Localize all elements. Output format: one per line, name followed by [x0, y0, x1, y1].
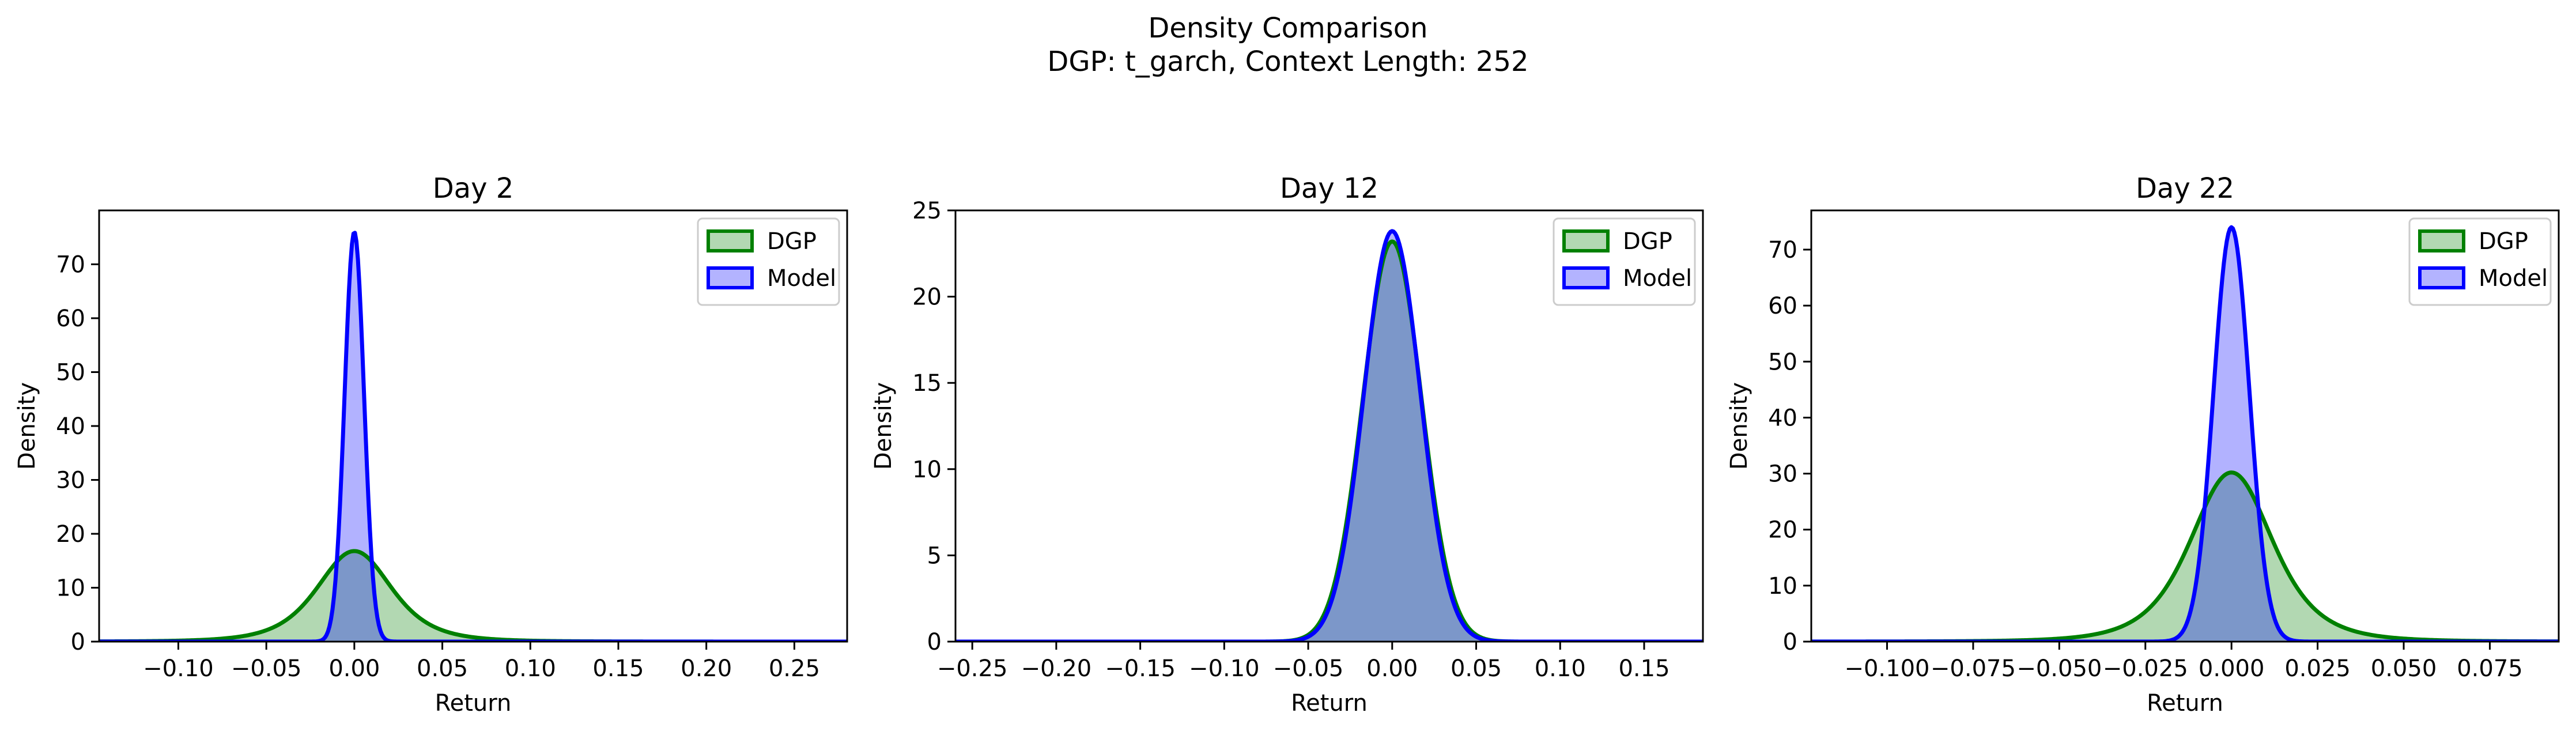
- x-tick-label: 0.10: [1535, 655, 1586, 682]
- y-tick-label: 30: [56, 468, 85, 494]
- y-tick-label: 0: [927, 629, 942, 655]
- y-tick-label: 20: [1768, 517, 1797, 544]
- x-tick-label: 0.050: [2371, 655, 2437, 682]
- legend-swatch-dgp: [707, 229, 754, 252]
- y-tick-label: 10: [1768, 573, 1797, 600]
- y-tick-label: 0: [71, 629, 85, 655]
- chart-panel-1: −0.10 −0.05 0.00 0.05 0.10 0.15 0.20 0.25 0 10 20 3…: [14, 172, 848, 717]
- x-tick-label: −0.20: [1021, 655, 1092, 682]
- model-line: [1811, 225, 2559, 642]
- figure-title: Density Comparison DGP: t_garch, Context…: [0, 12, 2576, 78]
- y-tick-label: 40: [56, 413, 85, 440]
- legend-swatch-model: [1562, 266, 1610, 289]
- x-tick-label: −0.25: [937, 655, 1008, 682]
- legend-label-dgp: DGP: [767, 228, 817, 255]
- x-tick-label: 0.15: [1618, 655, 1670, 682]
- y-tick-label: 5: [927, 542, 942, 569]
- x-axis-label: Return: [2147, 690, 2223, 717]
- legend-swatch-model: [707, 266, 754, 289]
- y-tick-label: 70: [56, 252, 85, 278]
- x-tick-label: −0.05: [231, 655, 302, 682]
- x-axis-label: Return: [435, 690, 512, 717]
- x-tick-label: −0.050: [2016, 655, 2102, 682]
- x-tick-label: 0.000: [2199, 655, 2265, 682]
- x-tick-label: 0.15: [592, 655, 644, 682]
- figure-title-line2: DGP: t_garch, Context Length: 252: [1047, 46, 1529, 78]
- x-tick-label: 0.025: [2284, 655, 2351, 682]
- x-tick-label: −0.075: [1931, 655, 2016, 682]
- y-tick-label: 40: [1768, 405, 1797, 431]
- axes-title: Day 22: [2136, 172, 2234, 205]
- y-tick-label: 10: [912, 457, 942, 483]
- x-tick-label: 0.20: [681, 655, 732, 682]
- x-tick-label: −0.025: [2103, 655, 2188, 682]
- y-tick-label: 20: [56, 521, 85, 548]
- x-tick-label: 0.075: [2457, 655, 2523, 682]
- y-tick-label: 30: [1768, 461, 1797, 488]
- legend: DGP Model: [2408, 217, 2552, 306]
- legend-swatch-model: [2418, 266, 2465, 289]
- x-tick-label: −0.05: [1273, 655, 1344, 682]
- axes-frame: [954, 209, 1704, 643]
- y-tick-label: 10: [56, 575, 85, 602]
- x-axis-label: Return: [1291, 690, 1368, 717]
- axes-title: Day 12: [1280, 172, 1378, 205]
- y-axis-label: Density: [1726, 382, 1752, 470]
- x-tick-label: 0.10: [505, 655, 556, 682]
- plot-area: [955, 229, 1703, 642]
- legend-swatch-dgp: [2418, 229, 2465, 252]
- y-axis-label: Density: [870, 382, 897, 470]
- x-tick-label: −0.100: [1844, 655, 1929, 682]
- y-tick-label: 25: [912, 198, 942, 224]
- y-tick-label: 60: [56, 306, 85, 332]
- y-tick-label: 20: [912, 284, 942, 311]
- legend: DGP Model: [697, 217, 840, 306]
- x-tick-label: −0.10: [1189, 655, 1260, 682]
- x-tick-label: 0.00: [1366, 655, 1418, 682]
- axes-title: Day 2: [433, 172, 514, 205]
- legend-label-model: Model: [2479, 265, 2548, 292]
- x-tick-label: 0.05: [1451, 655, 1502, 682]
- figure-title-line1: Density Comparison: [1148, 12, 1428, 44]
- y-axis-label: Density: [14, 382, 40, 470]
- dgp-area: [99, 551, 847, 642]
- x-tick-label: 0.05: [417, 655, 468, 682]
- model-line: [955, 229, 1703, 642]
- y-tick-label: 70: [1768, 237, 1797, 263]
- y-tick-label: 50: [56, 360, 85, 386]
- dgp-line: [955, 239, 1703, 642]
- x-tick-label: −0.10: [143, 655, 214, 682]
- legend-swatch-dgp: [1562, 229, 1610, 252]
- x-tick-label: −0.15: [1105, 655, 1176, 682]
- x-tick-label: 0.25: [769, 655, 820, 682]
- axes-frame: [1810, 209, 2560, 643]
- legend-label-dgp: DGP: [2479, 228, 2528, 255]
- chart-panel-2: −0.25 −0.20 −0.15 −0.10 −0.05 0.00 0.05 0.10 0.1…: [870, 172, 1704, 717]
- y-tick-label: 0: [1783, 629, 1797, 655]
- legend: DGP Model: [1553, 217, 1696, 306]
- y-tick-label: 60: [1768, 293, 1797, 319]
- dgp-line: [99, 549, 847, 642]
- y-tick-label: 15: [912, 370, 942, 397]
- y-tick-label: 50: [1768, 349, 1797, 375]
- legend-label-model: Model: [767, 265, 836, 292]
- x-tick-label: 0.00: [328, 655, 380, 682]
- chart-panel-3: −0.100 −0.075 −0.050 −0.025 0.000 0.025 0.050 0…: [1726, 172, 2560, 717]
- legend-label-model: Model: [1623, 265, 1692, 292]
- legend-label-dgp: DGP: [1623, 228, 1672, 255]
